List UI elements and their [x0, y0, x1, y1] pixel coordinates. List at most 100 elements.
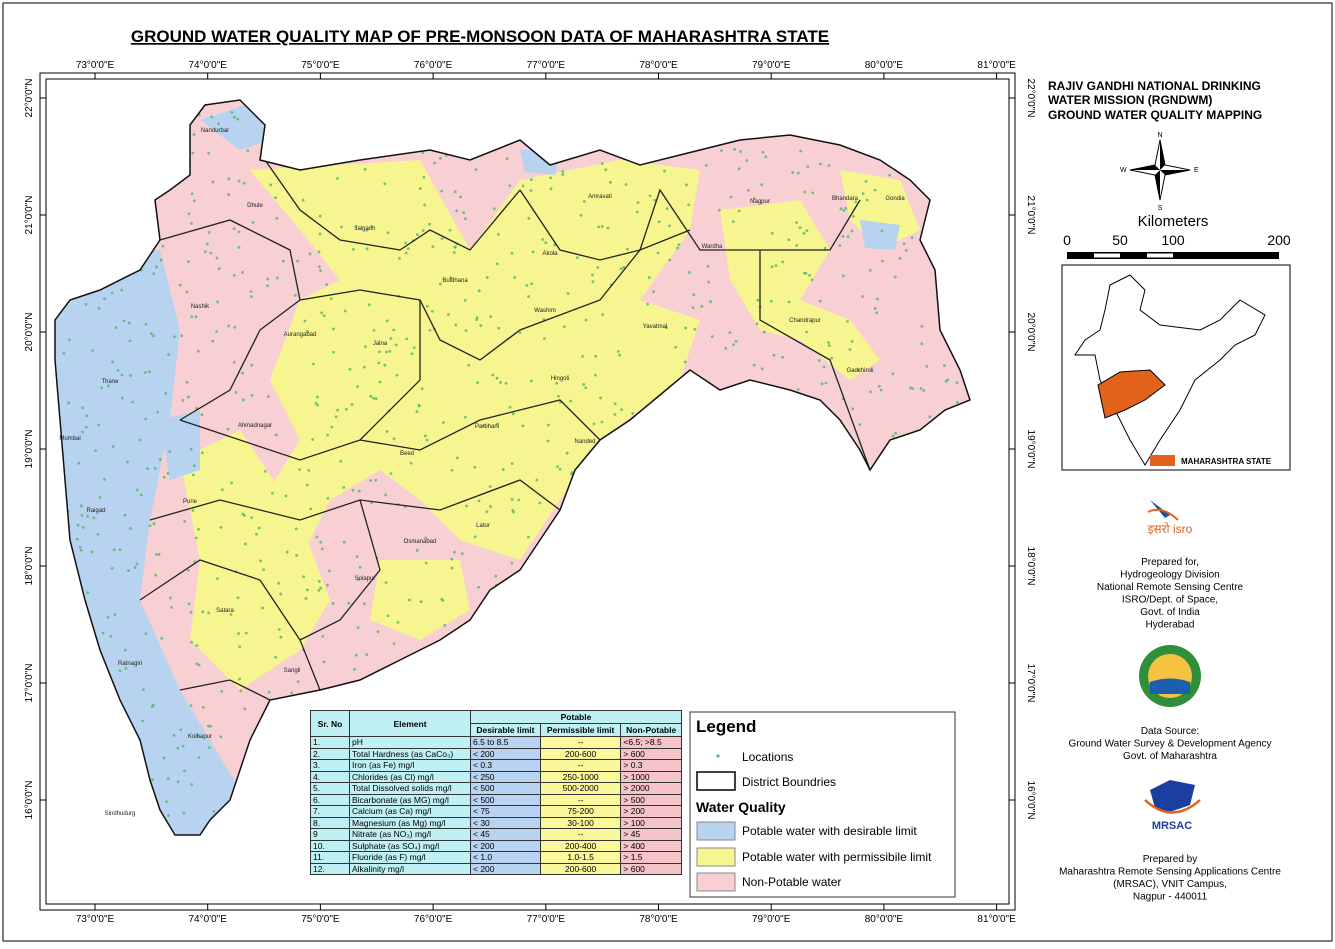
location-dot — [167, 151, 170, 155]
table-cell: Total Hardness (as CaCo₃) — [349, 747, 471, 760]
location-dot — [925, 364, 929, 368]
location-dot — [420, 660, 424, 664]
location-dot — [827, 341, 830, 344]
location-dot — [317, 265, 321, 269]
mrsac-map — [1150, 780, 1195, 812]
location-dot — [334, 134, 338, 138]
location-dot — [232, 115, 236, 119]
scale-segment — [1147, 253, 1173, 258]
location-dot — [128, 339, 132, 343]
location-dot — [266, 284, 269, 288]
location-dot — [220, 689, 224, 693]
location-dot — [752, 363, 756, 367]
location-dot — [600, 162, 604, 165]
latitude-label: 17°0'0"N — [1025, 664, 1036, 703]
location-dot — [378, 380, 382, 384]
location-dot — [950, 115, 953, 119]
location-dot — [369, 699, 373, 703]
location-dot — [192, 199, 196, 203]
location-dot — [906, 695, 910, 698]
location-dot — [921, 517, 924, 520]
location-dot — [304, 724, 308, 727]
location-dot — [626, 247, 629, 251]
table-cell: 2. — [310, 747, 350, 760]
location-dot — [795, 244, 799, 247]
location-dot — [656, 251, 660, 255]
location-dot — [51, 477, 54, 480]
location-dot — [317, 250, 321, 254]
location-dot — [722, 95, 725, 98]
location-dot — [124, 784, 128, 788]
table-cell: 200-400 — [539, 839, 622, 852]
location-dot — [638, 545, 641, 549]
location-dot — [69, 636, 73, 640]
location-dot — [680, 525, 684, 528]
location-dot — [152, 272, 156, 275]
location-dot — [154, 221, 158, 225]
location-dot — [259, 559, 263, 563]
location-dot — [144, 371, 147, 374]
location-dot — [167, 814, 170, 818]
location-dot — [734, 339, 738, 343]
location-dot — [647, 276, 651, 279]
location-dot — [207, 611, 211, 615]
location-dot — [725, 474, 729, 477]
district-name: Parbhani — [475, 424, 499, 430]
location-dot — [720, 149, 723, 153]
location-dot — [839, 456, 843, 460]
longitude-label: 79°0'0"E — [752, 914, 791, 925]
location-dot — [347, 601, 351, 605]
table-cell: 6. — [310, 793, 350, 806]
location-dot — [967, 780, 970, 784]
location-dot — [457, 693, 460, 697]
location-dot — [675, 670, 678, 674]
location-dot — [849, 628, 853, 632]
table-cell: 12. — [310, 862, 350, 875]
location-dot — [350, 403, 354, 406]
location-dot — [859, 513, 863, 517]
location-dot — [455, 209, 459, 213]
location-dot — [162, 756, 166, 760]
table-cell: Bicarbonate (as MG) mg/l — [349, 793, 471, 806]
table-cell: Magnesium (as Mg) mg/l — [349, 816, 471, 829]
location-dot — [275, 216, 279, 220]
location-dot — [161, 244, 165, 248]
longitude-label: 77°0'0"E — [527, 914, 566, 925]
location-dot — [677, 513, 680, 517]
legend-swatch — [696, 872, 736, 892]
location-dot — [563, 555, 567, 559]
location-dot — [342, 121, 345, 125]
location-dot — [322, 660, 326, 664]
location-dot — [68, 338, 71, 342]
location-dot — [843, 104, 847, 108]
district-name: Jalgaon — [354, 226, 375, 232]
scale-segment — [1094, 253, 1120, 258]
location-dot — [81, 430, 84, 434]
location-dot — [86, 591, 90, 595]
location-dot — [113, 613, 117, 617]
location-dot — [914, 96, 917, 99]
location-dot — [627, 581, 631, 585]
location-dot — [211, 180, 215, 184]
location-dot — [512, 655, 515, 659]
location-dot — [689, 468, 693, 471]
location-dot — [757, 541, 761, 545]
location-dot — [511, 117, 515, 121]
location-dot — [849, 657, 853, 661]
location-dot — [201, 705, 205, 709]
location-dot — [747, 530, 751, 534]
location-dot — [891, 434, 895, 438]
location-dot — [975, 258, 978, 261]
location-dot — [83, 194, 86, 198]
location-dot — [579, 213, 583, 217]
location-dot — [743, 434, 747, 438]
scale-bar: 0 50 100 200 — [1063, 232, 1291, 259]
district-name: Ratnagiri — [118, 661, 142, 667]
location-dot — [392, 642, 396, 646]
location-dot — [693, 529, 696, 533]
location-dot — [142, 111, 146, 114]
district-name: Bhandara — [832, 196, 859, 202]
district-name: Yavatmal — [643, 324, 668, 330]
location-dot — [156, 410, 160, 414]
location-dot — [710, 335, 714, 339]
